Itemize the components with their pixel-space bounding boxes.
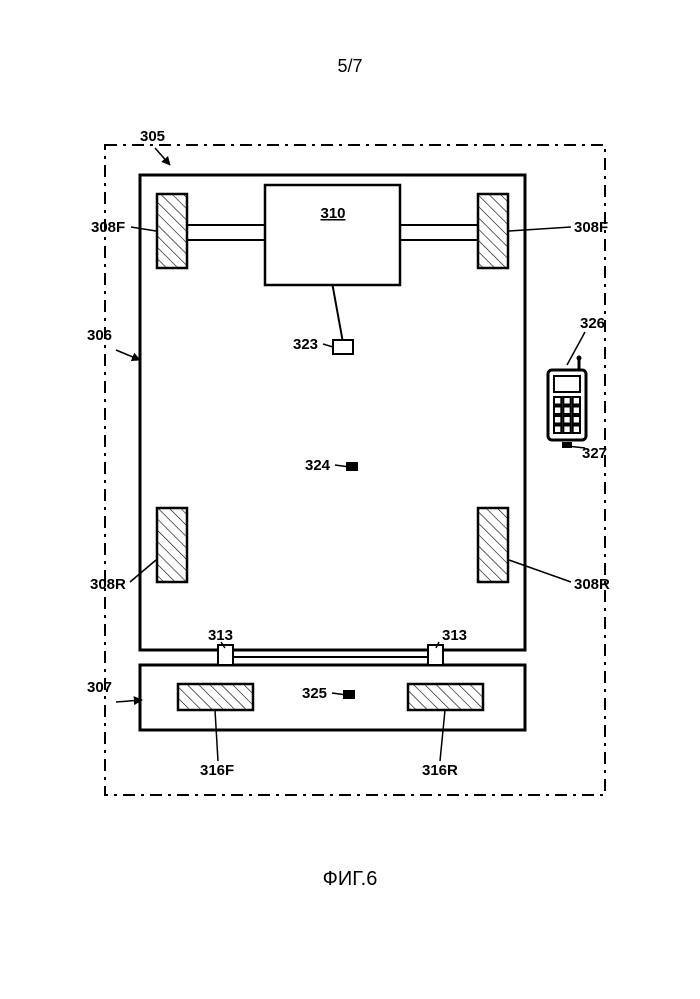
ref-label: 316R bbox=[422, 762, 458, 779]
ref-label: 326 bbox=[580, 315, 605, 332]
ref-label: 305 bbox=[140, 128, 165, 145]
wheel-front-right bbox=[478, 194, 508, 268]
figure-label: ФИГ.6 bbox=[323, 868, 378, 890]
page: 5/7 310 323 324 325 305 306 307 308F 308F 308R 308R… bbox=[0, 0, 700, 999]
engine-label: 310 bbox=[320, 205, 345, 222]
ref-label: 313 bbox=[442, 627, 467, 644]
figure-svg: 5/7 310 323 324 325 305 306 307 308F 308F 308R 308R… bbox=[0, 0, 700, 999]
ref-label: 313 bbox=[208, 627, 233, 644]
trailer-wheel-right bbox=[408, 684, 483, 710]
label-325: 325 bbox=[302, 685, 327, 702]
engine-box bbox=[265, 185, 400, 285]
ref-label: 308R bbox=[90, 576, 126, 593]
ref-label: 308F bbox=[91, 219, 125, 236]
wheel-front-left bbox=[157, 194, 187, 268]
sensor-324 bbox=[346, 462, 358, 471]
phone-icon bbox=[548, 356, 586, 449]
label-323: 323 bbox=[293, 336, 318, 353]
wheel-rear-left bbox=[157, 508, 187, 582]
sensor-323 bbox=[333, 340, 353, 354]
ref-label: 308F bbox=[574, 219, 608, 236]
trailer-wheel-left bbox=[178, 684, 253, 710]
label-324: 324 bbox=[305, 457, 331, 474]
ref-label: 316F bbox=[200, 762, 234, 779]
hitch-right bbox=[428, 645, 443, 665]
ref-label: 308R bbox=[574, 576, 610, 593]
ref-label: 327 bbox=[582, 445, 607, 462]
sensor-325 bbox=[343, 690, 355, 699]
page-number-label: 5/7 bbox=[337, 56, 362, 76]
wheel-rear-right bbox=[478, 508, 508, 582]
hitch-left bbox=[218, 645, 233, 665]
ref-label: 306 bbox=[87, 327, 112, 344]
ref-label: 307 bbox=[87, 679, 112, 696]
